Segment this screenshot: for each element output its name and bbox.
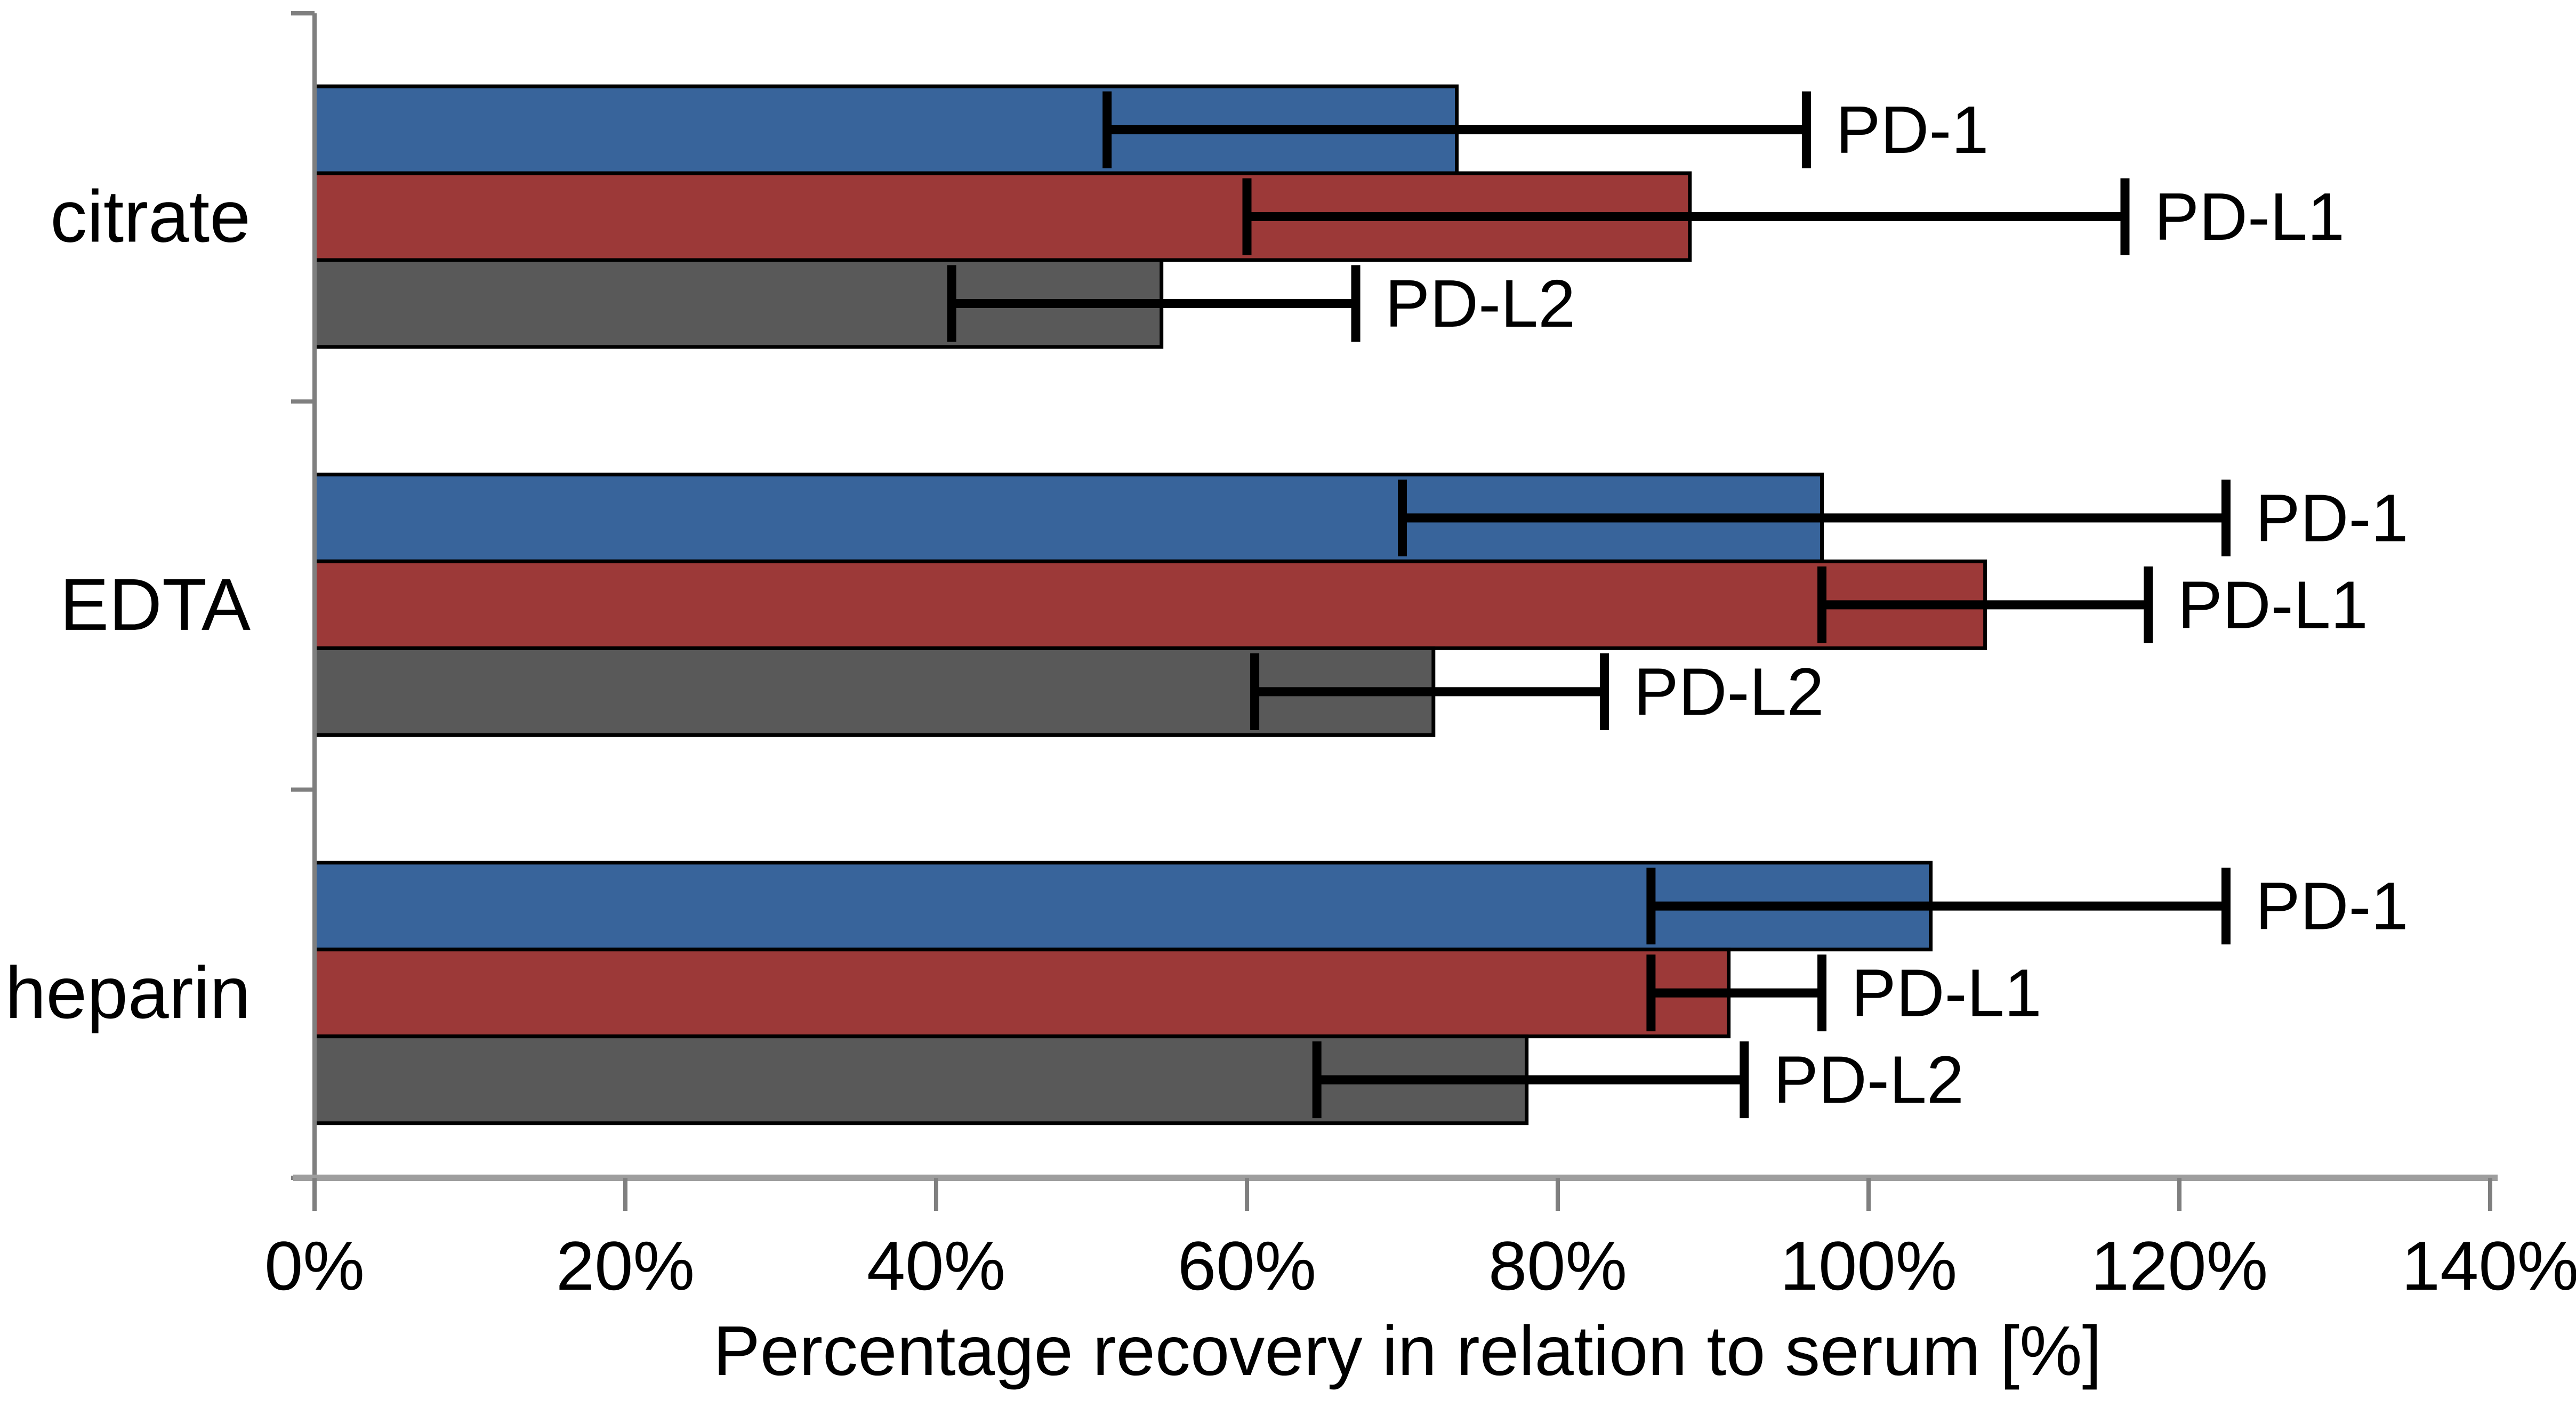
category-label-EDTA: EDTA <box>60 564 251 646</box>
series-label-EDTA-PD-1: PD-1 <box>2255 480 2408 555</box>
category-label-heparin: heparin <box>5 952 251 1034</box>
series-label-heparin-PD-1: PD-1 <box>2255 869 2408 944</box>
series-label-citrate-PD-1: PD-1 <box>1836 92 1989 167</box>
series-label-citrate-PD-L1: PD-L1 <box>2154 179 2345 254</box>
series-label-heparin-PD-L1: PD-L1 <box>1851 956 2042 1031</box>
series-label-heparin-PD-L2: PD-L2 <box>1774 1042 1964 1118</box>
x-tick-label-120: 120% <box>2091 1227 2268 1305</box>
bar-EDTA-PD-L2 <box>312 646 1436 737</box>
x-axis-title: Percentage recovery in relation to serum… <box>713 1312 2102 1390</box>
series-label-EDTA-PD-L2: PD-L2 <box>1633 654 1824 729</box>
bar-heparin-PD-L1 <box>312 948 1731 1039</box>
series-label-EDTA-PD-L1: PD-L1 <box>2178 567 2368 642</box>
plot-area: PD-1 PD-L1 PD-L2 citrate PD-1 PD-L1 PD-L2 EDTA P… <box>5 11 2576 1305</box>
series-label-citrate-PD-L2: PD-L2 <box>1385 266 1575 341</box>
x-tick-label-0: 0% <box>264 1227 365 1305</box>
x-tick-label-20: 20% <box>556 1227 695 1305</box>
x-tick-label-60: 60% <box>1178 1227 1316 1305</box>
x-tick-label-40: 40% <box>867 1227 1005 1305</box>
x-tick-label-140: 140% <box>2402 1227 2576 1305</box>
bar-EDTA-PD-L1 <box>312 559 1987 650</box>
x-tick-label-80: 80% <box>1488 1227 1627 1305</box>
category-label-citrate: citrate <box>50 176 251 258</box>
x-tick-label-100: 100% <box>1780 1227 1958 1305</box>
